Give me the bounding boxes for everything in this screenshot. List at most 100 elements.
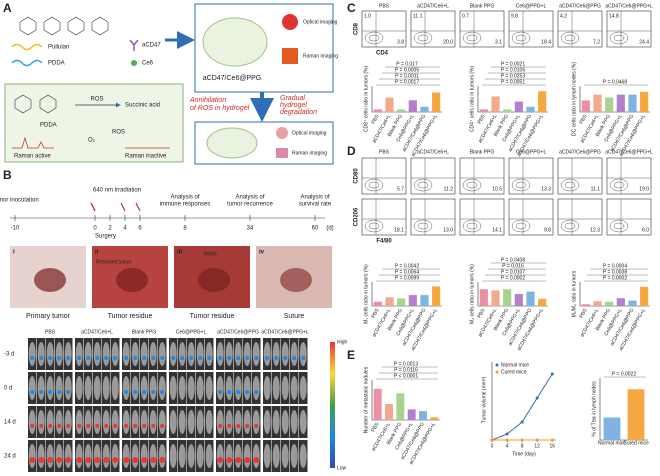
tick-label: 60	[312, 226, 319, 232]
signal-spot	[227, 390, 232, 394]
day-label: 24 d	[4, 454, 16, 460]
event: Analysis of	[235, 195, 264, 201]
mouse-body	[111, 376, 119, 400]
antibody-icon	[129, 39, 139, 51]
pdda-structure	[14, 94, 57, 114]
mouse-body	[178, 342, 186, 366]
p-value: P = 0.0106	[501, 67, 525, 73]
point	[520, 438, 524, 442]
gate-value: 9.8	[511, 13, 518, 19]
bar	[616, 298, 625, 306]
signal-spot	[57, 356, 62, 360]
p-value: P = 0.0107	[501, 269, 525, 275]
axis-label: CD4	[376, 51, 389, 57]
bar	[514, 294, 523, 306]
bar	[526, 291, 535, 306]
mouse-body	[299, 342, 307, 366]
mouse-body	[93, 410, 101, 434]
bar	[396, 393, 405, 420]
cell-cloud	[368, 181, 380, 189]
annotation: Annihilation	[189, 97, 226, 104]
mouse-body	[64, 410, 72, 434]
bar	[503, 289, 512, 306]
gate-value: 18.4	[541, 39, 551, 45]
group-name: aCD47/Ce6+L	[417, 3, 449, 9]
cell-cloud	[462, 219, 482, 233]
cell-cloud	[368, 34, 380, 42]
inset-label: Resected tumor	[96, 259, 132, 265]
group-name: PBS	[45, 329, 56, 335]
x-tick-label: 8	[521, 443, 524, 449]
signal-spot	[124, 390, 129, 394]
mouse-body	[299, 410, 307, 434]
mouse-body	[252, 376, 260, 400]
signal-spot	[236, 424, 241, 428]
panel-label: C	[347, 1, 356, 15]
mouse-body	[140, 444, 148, 468]
signal-spot	[39, 424, 44, 428]
axis	[371, 282, 442, 307]
bar	[397, 298, 406, 306]
axis	[477, 282, 548, 307]
panel-a: A Pullulan PDDA aCD47 Ce6 aCD47/Ce6@PPG …	[3, 1, 338, 165]
signal-spot	[218, 356, 223, 360]
p-value: P = 0.0002	[501, 275, 525, 281]
group-name: Blank PPG	[132, 329, 157, 335]
mouse-body	[122, 410, 130, 434]
point	[520, 420, 524, 424]
mouse-body	[196, 410, 204, 434]
p-value: P = 0.0408	[501, 257, 525, 263]
gate-value: 13.3	[541, 186, 551, 192]
mouse-body	[122, 444, 130, 468]
mouse-body	[46, 410, 54, 434]
p-value: P = 0.0064	[395, 269, 419, 275]
point	[505, 432, 509, 436]
mouse-body	[216, 410, 224, 434]
gate-value: 6.0	[642, 227, 649, 233]
laser-icon	[120, 202, 126, 212]
bar	[581, 304, 590, 306]
mouse-body	[93, 376, 101, 400]
mouse-body	[93, 444, 101, 468]
legend-text: PDDA	[48, 61, 65, 67]
mouse-body	[243, 444, 251, 468]
mouse-body	[111, 444, 119, 468]
mouse-body	[122, 376, 130, 400]
signal-spot	[76, 457, 83, 463]
mouse-body	[234, 342, 242, 366]
mouse-body	[28, 376, 36, 400]
p-value: P = 0.017	[396, 61, 418, 67]
mouse-body	[149, 342, 157, 366]
mechanism-text: O₂	[88, 138, 96, 144]
mouse-body	[205, 376, 213, 400]
cell-cloud	[613, 34, 625, 42]
caption: Primary tumor	[26, 313, 71, 320]
group-name: aCD47/Ce6@PPG	[217, 329, 259, 335]
bar	[581, 100, 590, 112]
flow-plot	[557, 157, 603, 195]
category-label: PBS	[371, 113, 382, 125]
mouse-body	[55, 342, 63, 366]
mouse-body	[46, 342, 54, 366]
p-value: P = 0.016	[502, 263, 524, 269]
event: Analysis of	[300, 195, 329, 201]
signal-spot	[112, 457, 119, 463]
tick-label: 8	[183, 226, 187, 232]
mouse-body	[75, 342, 83, 366]
p-value: P = 0.0116	[394, 367, 418, 373]
legend-label: Normal mice	[501, 362, 529, 368]
signal-spot	[198, 356, 203, 360]
mouse-body	[169, 410, 177, 434]
p-value: P = 0.0468	[603, 79, 627, 85]
y-axis-label: CD4⁺ cells ratio in tumors (%)	[469, 66, 475, 133]
signal-spot	[160, 390, 165, 394]
flow-plot	[557, 198, 603, 236]
cell-cloud	[564, 34, 576, 42]
category-label: PBS	[370, 421, 381, 433]
gate-value: 18.1	[394, 227, 404, 233]
mouse-body	[140, 376, 148, 400]
inset-label: Niche	[204, 251, 217, 257]
event: immune responses	[160, 202, 211, 208]
signal-spot	[86, 424, 91, 428]
signal-spot	[301, 356, 306, 360]
